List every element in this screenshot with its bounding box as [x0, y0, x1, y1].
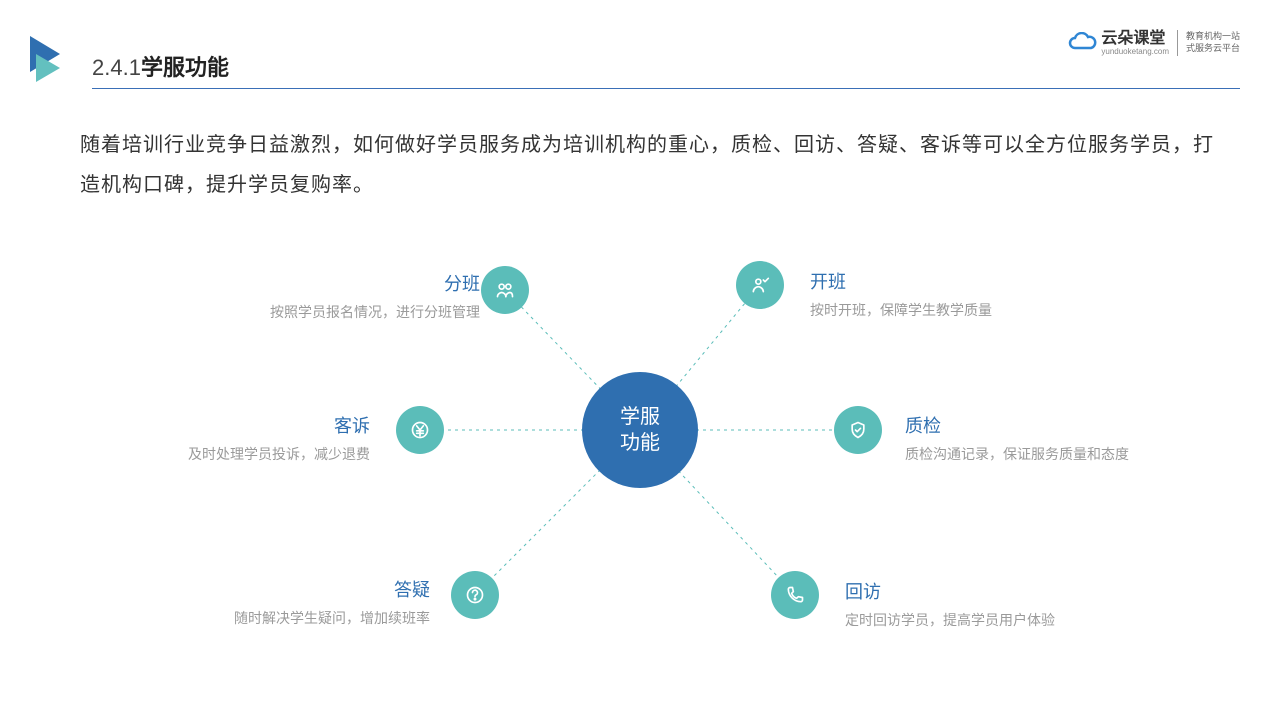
center-node: 学服功能 [582, 372, 698, 488]
slide: 2.4.1学服功能 云朵课堂 yunduoketang.com 教育机构一站 式… [0, 0, 1280, 720]
radial-diagram: 学服功能 分班按照学员报名情况，进行分班管理客诉及时处理学员投诉，减少退费答疑随时… [0, 230, 1280, 690]
node-kesu-desc: 及时处理学员投诉，减少退费 [150, 444, 370, 464]
node-dayi-title: 答疑 [180, 576, 430, 602]
node-dayi-label: 答疑随时解决学生疑问，增加续班率 [180, 576, 430, 628]
logo-divider [1177, 30, 1178, 56]
brand-url: yunduoketang.com [1101, 47, 1169, 56]
node-zhijian-icon [834, 406, 882, 454]
node-zhijian-label: 质检质检沟通记录，保证服务质量和态度 [905, 412, 1225, 464]
section-header: 2.4.1学服功能 [92, 50, 229, 82]
description-text: 随着培训行业竞争日益激烈，如何做好学员服务成为培训机构的重心，质检、回访、答疑、… [80, 125, 1220, 205]
node-kaiban-desc: 按时开班，保障学生教学质量 [810, 300, 1110, 320]
node-huifang-desc: 定时回访学员，提高学员用户体验 [845, 610, 1165, 630]
brand-slogan: 教育机构一站 式服务云平台 [1186, 31, 1240, 54]
node-kesu-icon [396, 406, 444, 454]
brand-logo: 云朵课堂 yunduoketang.com 教育机构一站 式服务云平台 [1067, 30, 1240, 56]
node-zhijian-desc: 质检沟通记录，保证服务质量和态度 [905, 444, 1225, 464]
section-number: 2.4.1 [92, 55, 141, 80]
header-triangle-icon [30, 36, 70, 82]
node-fenban-title: 分班 [230, 270, 480, 296]
node-huifang-title: 回访 [845, 578, 1165, 604]
node-fenban-desc: 按照学员报名情况，进行分班管理 [230, 302, 480, 322]
section-title: 学服功能 [141, 55, 229, 80]
node-dayi-icon [451, 571, 499, 619]
node-huifang-icon [771, 571, 819, 619]
node-dayi-desc: 随时解决学生疑问，增加续班率 [180, 608, 430, 628]
node-kaiban-label: 开班按时开班，保障学生教学质量 [810, 268, 1110, 320]
node-kaiban-icon [736, 261, 784, 309]
node-kaiban-title: 开班 [810, 268, 1110, 294]
brand-name: 云朵课堂 [1101, 31, 1169, 47]
node-huifang-label: 回访定时回访学员，提高学员用户体验 [845, 578, 1165, 630]
node-kesu-label: 客诉及时处理学员投诉，减少退费 [150, 412, 370, 464]
node-zhijian-title: 质检 [905, 412, 1225, 438]
node-fenban-icon [481, 266, 529, 314]
node-fenban-label: 分班按照学员报名情况，进行分班管理 [230, 270, 480, 322]
header-underline [92, 88, 1240, 89]
node-kesu-title: 客诉 [150, 412, 370, 438]
cloud-icon [1067, 32, 1097, 54]
